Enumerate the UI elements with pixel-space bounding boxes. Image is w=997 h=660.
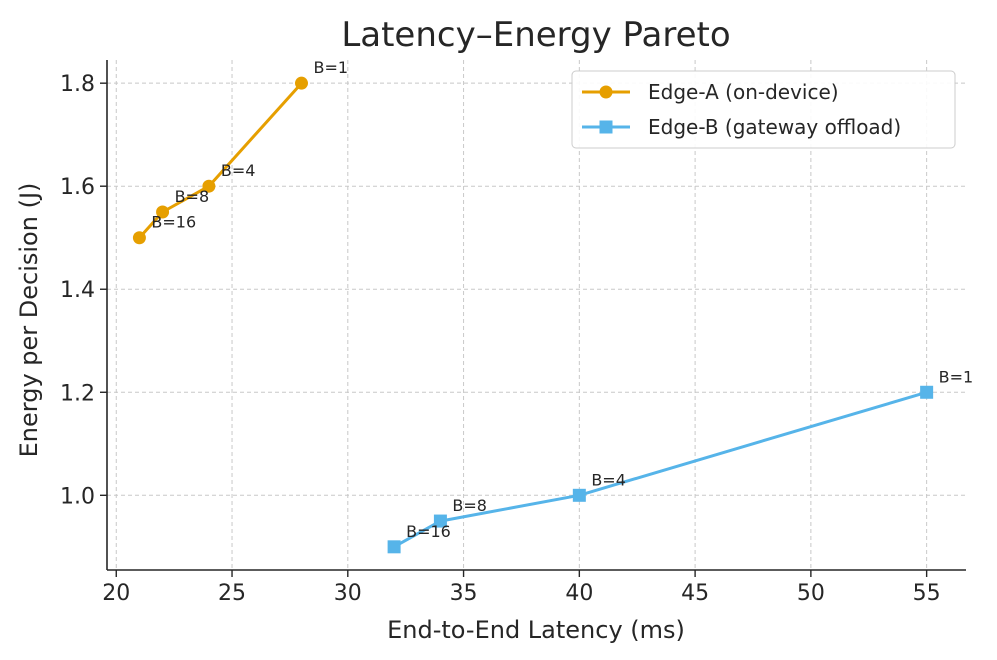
y-tick-label: 1.2: [60, 381, 95, 406]
point-label: B=16: [151, 213, 196, 232]
data-point: [202, 179, 216, 193]
data-point: [387, 540, 401, 554]
point-label: B=1: [313, 58, 348, 77]
point-label: B=4: [221, 161, 256, 180]
data-point: [920, 385, 934, 399]
axes: [106, 60, 966, 571]
x-axis-label: End-to-End Latency (ms): [387, 616, 685, 644]
x-tick-label: 50: [797, 581, 825, 606]
legend-label: Edge-B (gateway offload): [648, 115, 901, 139]
x-tick-label: 45: [681, 581, 709, 606]
data-point: [156, 205, 170, 219]
legend-label: Edge-A (on-device): [648, 80, 839, 104]
point-label: B=8: [452, 496, 487, 515]
ticks: 20 25 30 35 40 45 50 55 1.0 1.2 1.4 1.6 1.8: [60, 72, 941, 606]
legend-item-1: Edge-A (on-device): [582, 80, 839, 104]
x-tick-label: 55: [913, 581, 941, 606]
legend-item-2: Edge-B (gateway offload): [582, 115, 901, 139]
y-tick-label: 1.6: [60, 175, 95, 200]
x-tick-label: 30: [334, 581, 362, 606]
point-label: B=1: [939, 367, 974, 386]
series-2: B=1 B=4 B=8B=16: [387, 367, 974, 554]
series-1: B=1 B=4 B=8 B=16: [132, 58, 348, 245]
x-tick-label: 20: [102, 581, 130, 606]
data-point: [572, 488, 586, 502]
x-tick-label: 35: [450, 581, 478, 606]
y-axis-label: Energy per Decision (J): [15, 183, 43, 458]
point-label: B=4: [591, 470, 626, 489]
data-point: [433, 514, 447, 528]
legend-frame: [571, 70, 956, 149]
legend: Edge-A (on-device) Edge-B (gateway offloa…: [571, 70, 956, 149]
legend-marker: [599, 120, 613, 134]
series-line: [393, 390, 928, 549]
x-tick-label: 40: [565, 581, 593, 606]
point-label: B=16: [406, 522, 451, 541]
y-tick-label: 1.0: [60, 484, 95, 509]
series-layer: B=1B=4B=8B=16B=1B=4B=8B=16: [132, 58, 974, 554]
point-label: B=8: [175, 187, 210, 206]
data-point: [132, 231, 146, 245]
y-tick-label: 1.4: [60, 278, 95, 303]
data-point: [294, 76, 308, 90]
y-tick-label: 1.8: [60, 72, 95, 97]
series-line: [138, 82, 303, 239]
legend-marker: [599, 85, 613, 99]
chart-title: Latency–Energy Pareto: [341, 15, 730, 55]
x-tick-label: 25: [218, 581, 246, 606]
